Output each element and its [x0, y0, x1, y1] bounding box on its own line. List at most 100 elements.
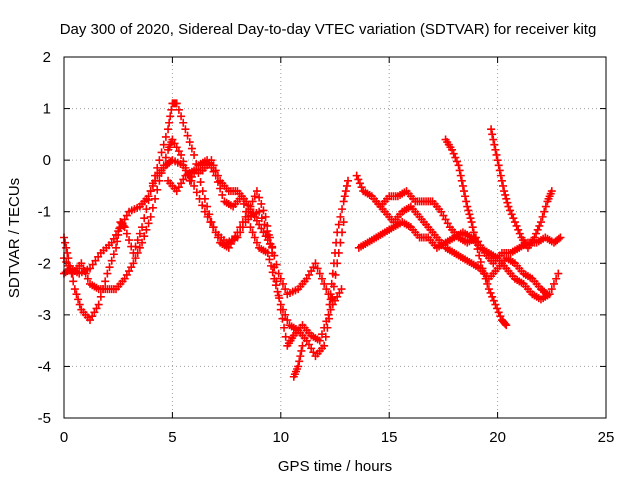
data-point [329, 282, 338, 291]
data-point [462, 197, 471, 206]
data-point [238, 218, 247, 227]
data-point [268, 243, 277, 252]
data-point [151, 171, 160, 180]
data-point [273, 287, 282, 296]
x-tick-label: 0 [60, 429, 68, 446]
data-point [155, 156, 164, 165]
data-point [255, 207, 264, 216]
data-point [185, 138, 194, 147]
data-point [344, 176, 353, 185]
data-points [60, 99, 565, 381]
data-point [61, 238, 70, 247]
data-point [278, 305, 287, 314]
data-point [320, 279, 329, 288]
data-point [541, 288, 550, 297]
data-point [148, 179, 157, 188]
y-tick-label: 2 [43, 49, 51, 66]
data-point [458, 181, 467, 190]
data-point [146, 212, 155, 221]
data-point [263, 248, 272, 257]
data-point [509, 214, 518, 223]
data-point [81, 269, 90, 278]
data-point [463, 202, 472, 211]
data-point [339, 218, 348, 227]
data-point [497, 176, 506, 185]
data-point [547, 285, 556, 294]
data-point [503, 198, 512, 207]
series-arc-6 [352, 171, 565, 268]
data-point [129, 259, 138, 268]
data-point [280, 323, 289, 332]
data-point [297, 346, 306, 355]
data-point [257, 214, 266, 223]
data-point [72, 290, 81, 299]
data-point [166, 112, 175, 121]
x-axis-label: GPS time / hours [278, 458, 392, 475]
data-point [538, 212, 547, 221]
data-point [213, 233, 222, 242]
data-point [181, 163, 190, 172]
data-point [83, 274, 92, 283]
data-point [252, 187, 261, 196]
data-point [315, 336, 324, 345]
data-point [488, 130, 497, 139]
data-point [333, 259, 342, 268]
data-point [355, 179, 364, 188]
data-point [211, 228, 220, 237]
data-point [295, 357, 304, 366]
data-point [339, 197, 348, 206]
data-point [200, 194, 209, 203]
grid [64, 57, 606, 418]
data-point [211, 166, 220, 175]
data-point [326, 290, 335, 299]
data-point [501, 319, 510, 328]
data-point [96, 292, 105, 301]
data-point [491, 145, 500, 154]
data-point [105, 263, 114, 272]
data-point [218, 190, 227, 199]
data-point [109, 250, 118, 259]
series-arc-10 [487, 125, 556, 252]
data-point [103, 269, 112, 278]
data-point [549, 279, 558, 288]
data-point [448, 145, 457, 154]
data-point [328, 294, 337, 303]
data-point [131, 254, 140, 263]
data-point [507, 210, 516, 219]
data-point [530, 233, 539, 242]
data-point [140, 232, 149, 241]
data-point [336, 212, 345, 221]
data-point [157, 169, 166, 178]
data-point [466, 214, 475, 223]
data-point [135, 229, 144, 238]
data-point [119, 221, 128, 230]
data-point [120, 223, 129, 232]
series-arc-7 [354, 218, 563, 304]
data-point [512, 221, 521, 230]
data-point [276, 300, 285, 309]
data-point [341, 187, 350, 196]
data-point [257, 199, 266, 208]
data-point [321, 332, 330, 341]
data-point [494, 308, 503, 317]
data-point [357, 183, 366, 192]
series-arc-5 [289, 341, 307, 381]
data-point [488, 292, 497, 301]
data-point [107, 256, 116, 265]
data-point [501, 190, 510, 199]
data-point [190, 150, 199, 159]
data-point [77, 259, 86, 268]
data-point [283, 316, 292, 325]
data-point [493, 304, 502, 313]
data-point [510, 218, 519, 227]
data-point [278, 279, 287, 288]
data-point [265, 255, 274, 264]
data-point [112, 243, 121, 252]
data-point [541, 202, 550, 211]
data-point [338, 228, 347, 237]
data-point [317, 274, 326, 283]
data-point [461, 192, 470, 201]
data-point [476, 257, 485, 266]
data-point [79, 264, 88, 273]
